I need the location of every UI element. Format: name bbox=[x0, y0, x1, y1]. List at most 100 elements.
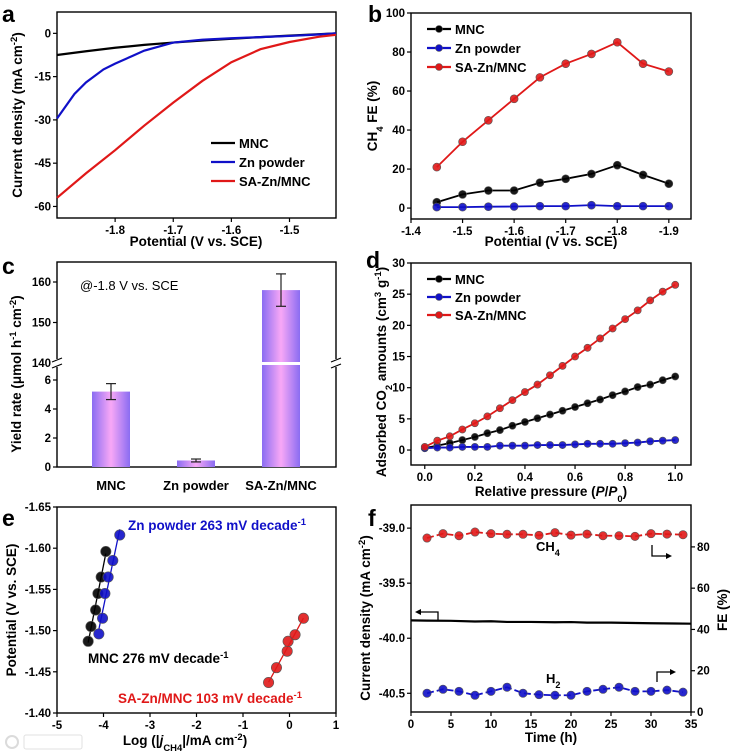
data-point bbox=[546, 410, 554, 419]
x-tick-label-part: -1.9 bbox=[659, 226, 679, 238]
x-axis-label-part: / bbox=[605, 484, 609, 499]
y-tick-label: 150 bbox=[32, 318, 51, 330]
x-tick-label-part: -1.7 bbox=[556, 226, 576, 238]
x-tick-label-part: -4 bbox=[98, 720, 109, 732]
y-tick-label-part: 20 bbox=[392, 164, 405, 176]
data-point bbox=[558, 361, 567, 370]
y-tick-label-part: 0 bbox=[399, 445, 405, 457]
legend-label: MNC bbox=[239, 136, 269, 151]
x-axis-label-part: CH4 bbox=[163, 743, 183, 754]
y-tick-label: 0 bbox=[45, 462, 51, 474]
y-tick-label-part: 140 bbox=[32, 358, 51, 370]
y-tick-label-part: 40 bbox=[392, 125, 405, 137]
data-point bbox=[502, 529, 512, 539]
data-point bbox=[582, 529, 592, 539]
slope-annotation-part: -1 bbox=[220, 650, 228, 661]
data-point bbox=[598, 684, 608, 694]
slope-annotation-part: SA-Zn/MNC 103 mV decade bbox=[118, 691, 294, 706]
legend-label: MNC bbox=[455, 272, 485, 287]
data-point bbox=[646, 437, 655, 446]
y-axis-label-part: -2 bbox=[357, 540, 368, 548]
x-tick-label: -1.8 bbox=[607, 226, 627, 238]
y-tick-label: 80 bbox=[392, 47, 405, 59]
series-zn-powder bbox=[93, 529, 126, 640]
data-point bbox=[561, 59, 570, 69]
data-point bbox=[518, 529, 528, 539]
x-tick-label-part: 0 bbox=[286, 720, 292, 732]
data-point bbox=[533, 414, 542, 423]
series-mnc bbox=[432, 160, 674, 207]
data-point bbox=[612, 201, 622, 211]
series-label: CH4 bbox=[536, 539, 561, 558]
data-point bbox=[420, 443, 429, 451]
data-point bbox=[608, 324, 617, 333]
data-point bbox=[630, 686, 640, 696]
x-axis-label-part: Time (h) bbox=[525, 730, 577, 745]
category-label: MNC bbox=[96, 478, 126, 493]
series-line bbox=[436, 41, 670, 168]
y-tick-label-part: 100 bbox=[386, 8, 405, 20]
x-tick-label-part: 10 bbox=[485, 719, 498, 731]
slope-annotation-part: MNC 276 mV decade bbox=[88, 651, 221, 666]
data-point bbox=[646, 296, 655, 305]
data-point bbox=[662, 529, 672, 539]
series-label-part: H bbox=[546, 671, 555, 686]
condition-annotation: @-1.8 V vs. SCE bbox=[80, 278, 179, 293]
y2-tick-label: 0 bbox=[697, 707, 703, 719]
x-axis-label-part: -2 bbox=[234, 732, 242, 743]
x-axis-label: Potential (V vs. SCE) bbox=[485, 234, 618, 249]
y2-tick-label-part: 60 bbox=[697, 583, 710, 595]
x-tick-label: 10 bbox=[485, 719, 498, 731]
x-tick-label: 0.4 bbox=[517, 472, 534, 484]
y-tick-label: 30 bbox=[392, 258, 405, 270]
data-point bbox=[608, 391, 617, 400]
panel-label-e: e bbox=[2, 505, 15, 531]
data-point bbox=[638, 59, 648, 69]
legend-label-part: Zn powder bbox=[239, 155, 305, 170]
x-axis-label-part: Potential (V vs. SCE) bbox=[130, 234, 263, 249]
data-point bbox=[558, 441, 567, 449]
x-tick-label-part: 0.0 bbox=[417, 472, 433, 484]
data-point bbox=[502, 682, 512, 692]
y-axis-label-part: -1 bbox=[373, 271, 384, 279]
data-point bbox=[596, 439, 604, 448]
data-point bbox=[281, 645, 293, 657]
data-point bbox=[633, 383, 642, 391]
series-line bbox=[426, 531, 684, 539]
y-tick-label-part: 150 bbox=[32, 318, 51, 330]
x-axis-label-part: P bbox=[596, 484, 606, 499]
y2-tick-label-part: 20 bbox=[697, 666, 710, 678]
x-tick-label-part: 0.8 bbox=[617, 472, 634, 484]
y-tick-label: 100 bbox=[386, 8, 405, 20]
data-point bbox=[458, 425, 467, 434]
legend-label-part: MNC bbox=[455, 22, 485, 37]
slope-annotation-part: -1 bbox=[294, 690, 302, 701]
legend-label: Zn powder bbox=[455, 290, 521, 305]
series-label-part: 2 bbox=[555, 680, 560, 690]
y-tick-label-part: 0 bbox=[45, 28, 51, 40]
y-tick-label-part: 2 bbox=[45, 433, 51, 445]
data-point bbox=[458, 202, 467, 212]
x-tick-label-part: -1 bbox=[238, 720, 249, 732]
x-axis-label-part: ) bbox=[243, 733, 248, 748]
x-axis-label-part: Log (| bbox=[123, 733, 160, 748]
data-point bbox=[658, 436, 667, 445]
x-tick-label: 20 bbox=[565, 719, 578, 731]
legend-label-part: MNC bbox=[455, 272, 485, 287]
data-point bbox=[107, 555, 119, 567]
x-axis-label: Time (h) bbox=[525, 730, 577, 745]
y2-tick-label-part: 0 bbox=[697, 707, 703, 719]
condition-annotation-part: @-1.8 V vs. SCE bbox=[80, 278, 179, 293]
y-tick-label: 15 bbox=[392, 352, 405, 364]
y-tick-label: -1.65 bbox=[25, 502, 52, 514]
series-line bbox=[436, 204, 669, 209]
data-point bbox=[566, 530, 576, 540]
y-tick-label: 2 bbox=[45, 433, 51, 445]
data-point bbox=[633, 438, 642, 447]
slope-annotation: SA-Zn/MNC 103 mV decade-1 bbox=[118, 690, 302, 707]
data-point bbox=[93, 628, 105, 640]
data-point bbox=[550, 690, 560, 700]
x-tick-label-part: 25 bbox=[605, 719, 618, 731]
data-point bbox=[470, 690, 480, 700]
y-tick-label-part: -1.45 bbox=[25, 667, 52, 679]
